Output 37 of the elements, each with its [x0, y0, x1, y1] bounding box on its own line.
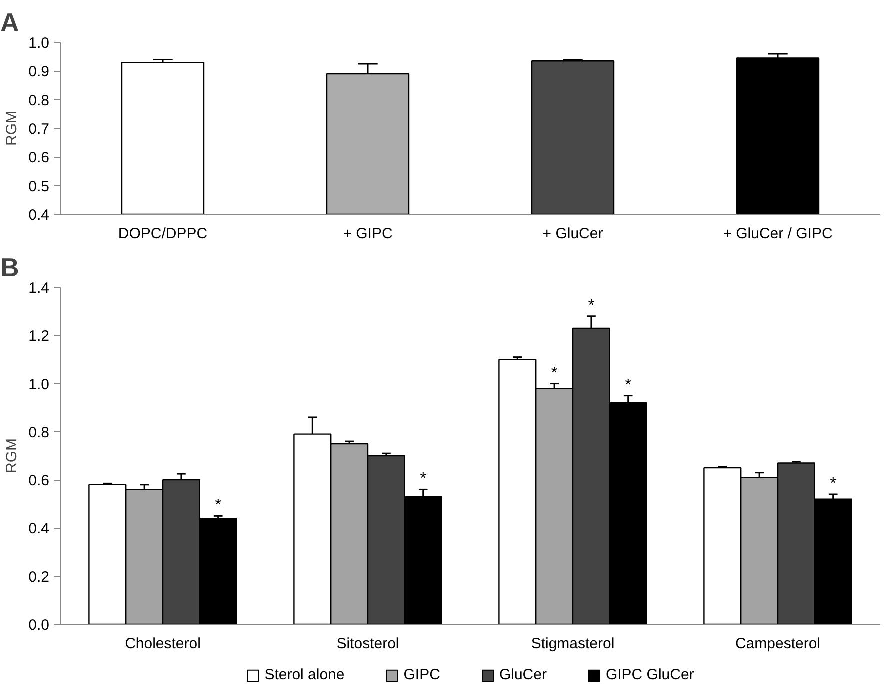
data-label: *: [420, 470, 426, 488]
y-axis-title: RGM: [4, 111, 21, 146]
legend-label: GIPC: [404, 666, 440, 684]
chart-title: A: [0, 8, 20, 38]
x-tick-label: + GIPC: [343, 226, 393, 242]
data-label: *: [588, 297, 595, 314]
x-tick-label: Sitosterol: [336, 636, 400, 652]
data-label: *: [215, 497, 222, 514]
y-tick-label: 1.2: [28, 328, 50, 346]
data-label: *: [830, 476, 836, 493]
y-tick-label: 0.8: [28, 92, 50, 110]
y-tick-label: 1.0: [28, 35, 50, 52]
y-tick-label: 1.0: [28, 376, 50, 394]
legend-label: Sterol alone: [264, 666, 345, 684]
y-tick-label: 0.9: [28, 64, 50, 81]
y-tick-label: 0.5: [28, 178, 50, 196]
x-tick-label: DOPC/DPPC: [118, 226, 208, 242]
y-tick-label: 0.6: [28, 150, 50, 167]
y-tick-label: 0.7: [28, 121, 50, 138]
y-tick-label: 0.2: [28, 568, 50, 586]
x-tick-label: + GluCer: [542, 226, 604, 242]
chart-title: B: [0, 252, 20, 282]
legend-label: GluCer: [499, 666, 547, 684]
y-axis-title: RGM: [4, 438, 21, 474]
x-tick-label: Campesterol: [735, 636, 821, 652]
x-tick-label: + GluCer / GIPC: [723, 226, 833, 242]
data-label: *: [551, 364, 558, 382]
y-tick-label: 0.6: [28, 472, 50, 490]
y-tick-label: 0.0: [28, 617, 50, 634]
y-tick-label: 1.4: [28, 280, 50, 297]
y-tick-label: 0.4: [28, 207, 50, 224]
y-tick-label: 0.8: [28, 424, 50, 442]
y-tick-label: 0.4: [28, 520, 50, 538]
data-label: *: [625, 376, 632, 394]
x-tick-label: Cholesterol: [125, 636, 201, 652]
x-tick-label: Stigmasterol: [531, 636, 615, 652]
legend-label: GIPC GluCer: [606, 666, 694, 684]
